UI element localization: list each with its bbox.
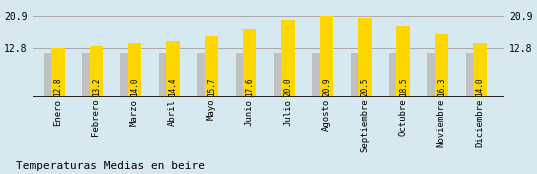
Bar [389,53,402,97]
Text: 14.0: 14.0 [475,78,484,96]
Bar [351,53,364,97]
Bar [466,53,479,97]
Bar [159,53,172,97]
Bar [43,53,57,97]
Text: 20.5: 20.5 [360,78,369,96]
Bar [236,53,249,97]
Bar [396,26,410,97]
Text: 16.3: 16.3 [437,78,446,96]
Bar [166,41,180,97]
Text: 14.4: 14.4 [169,78,177,96]
Text: 17.6: 17.6 [245,78,254,96]
Bar [120,53,134,97]
Bar [281,20,295,97]
Bar [197,53,211,97]
Bar [435,34,448,97]
Bar [128,43,141,97]
Text: 15.7: 15.7 [207,78,216,96]
Bar [274,53,287,97]
Text: 14.0: 14.0 [130,78,139,96]
Text: Temperaturas Medias en beire: Temperaturas Medias en beire [16,161,205,171]
Bar [205,36,218,97]
Text: 20.9: 20.9 [322,78,331,96]
Bar [312,53,325,97]
Text: 20.0: 20.0 [284,78,293,96]
Text: 13.2: 13.2 [92,78,101,96]
Text: 18.5: 18.5 [398,78,408,96]
Text: 12.8: 12.8 [53,78,62,96]
Bar [473,43,487,97]
Bar [243,29,256,97]
Bar [358,18,372,97]
Bar [82,53,96,97]
Bar [90,46,103,97]
Bar [427,53,441,97]
Bar [51,48,64,97]
Bar [320,16,333,97]
